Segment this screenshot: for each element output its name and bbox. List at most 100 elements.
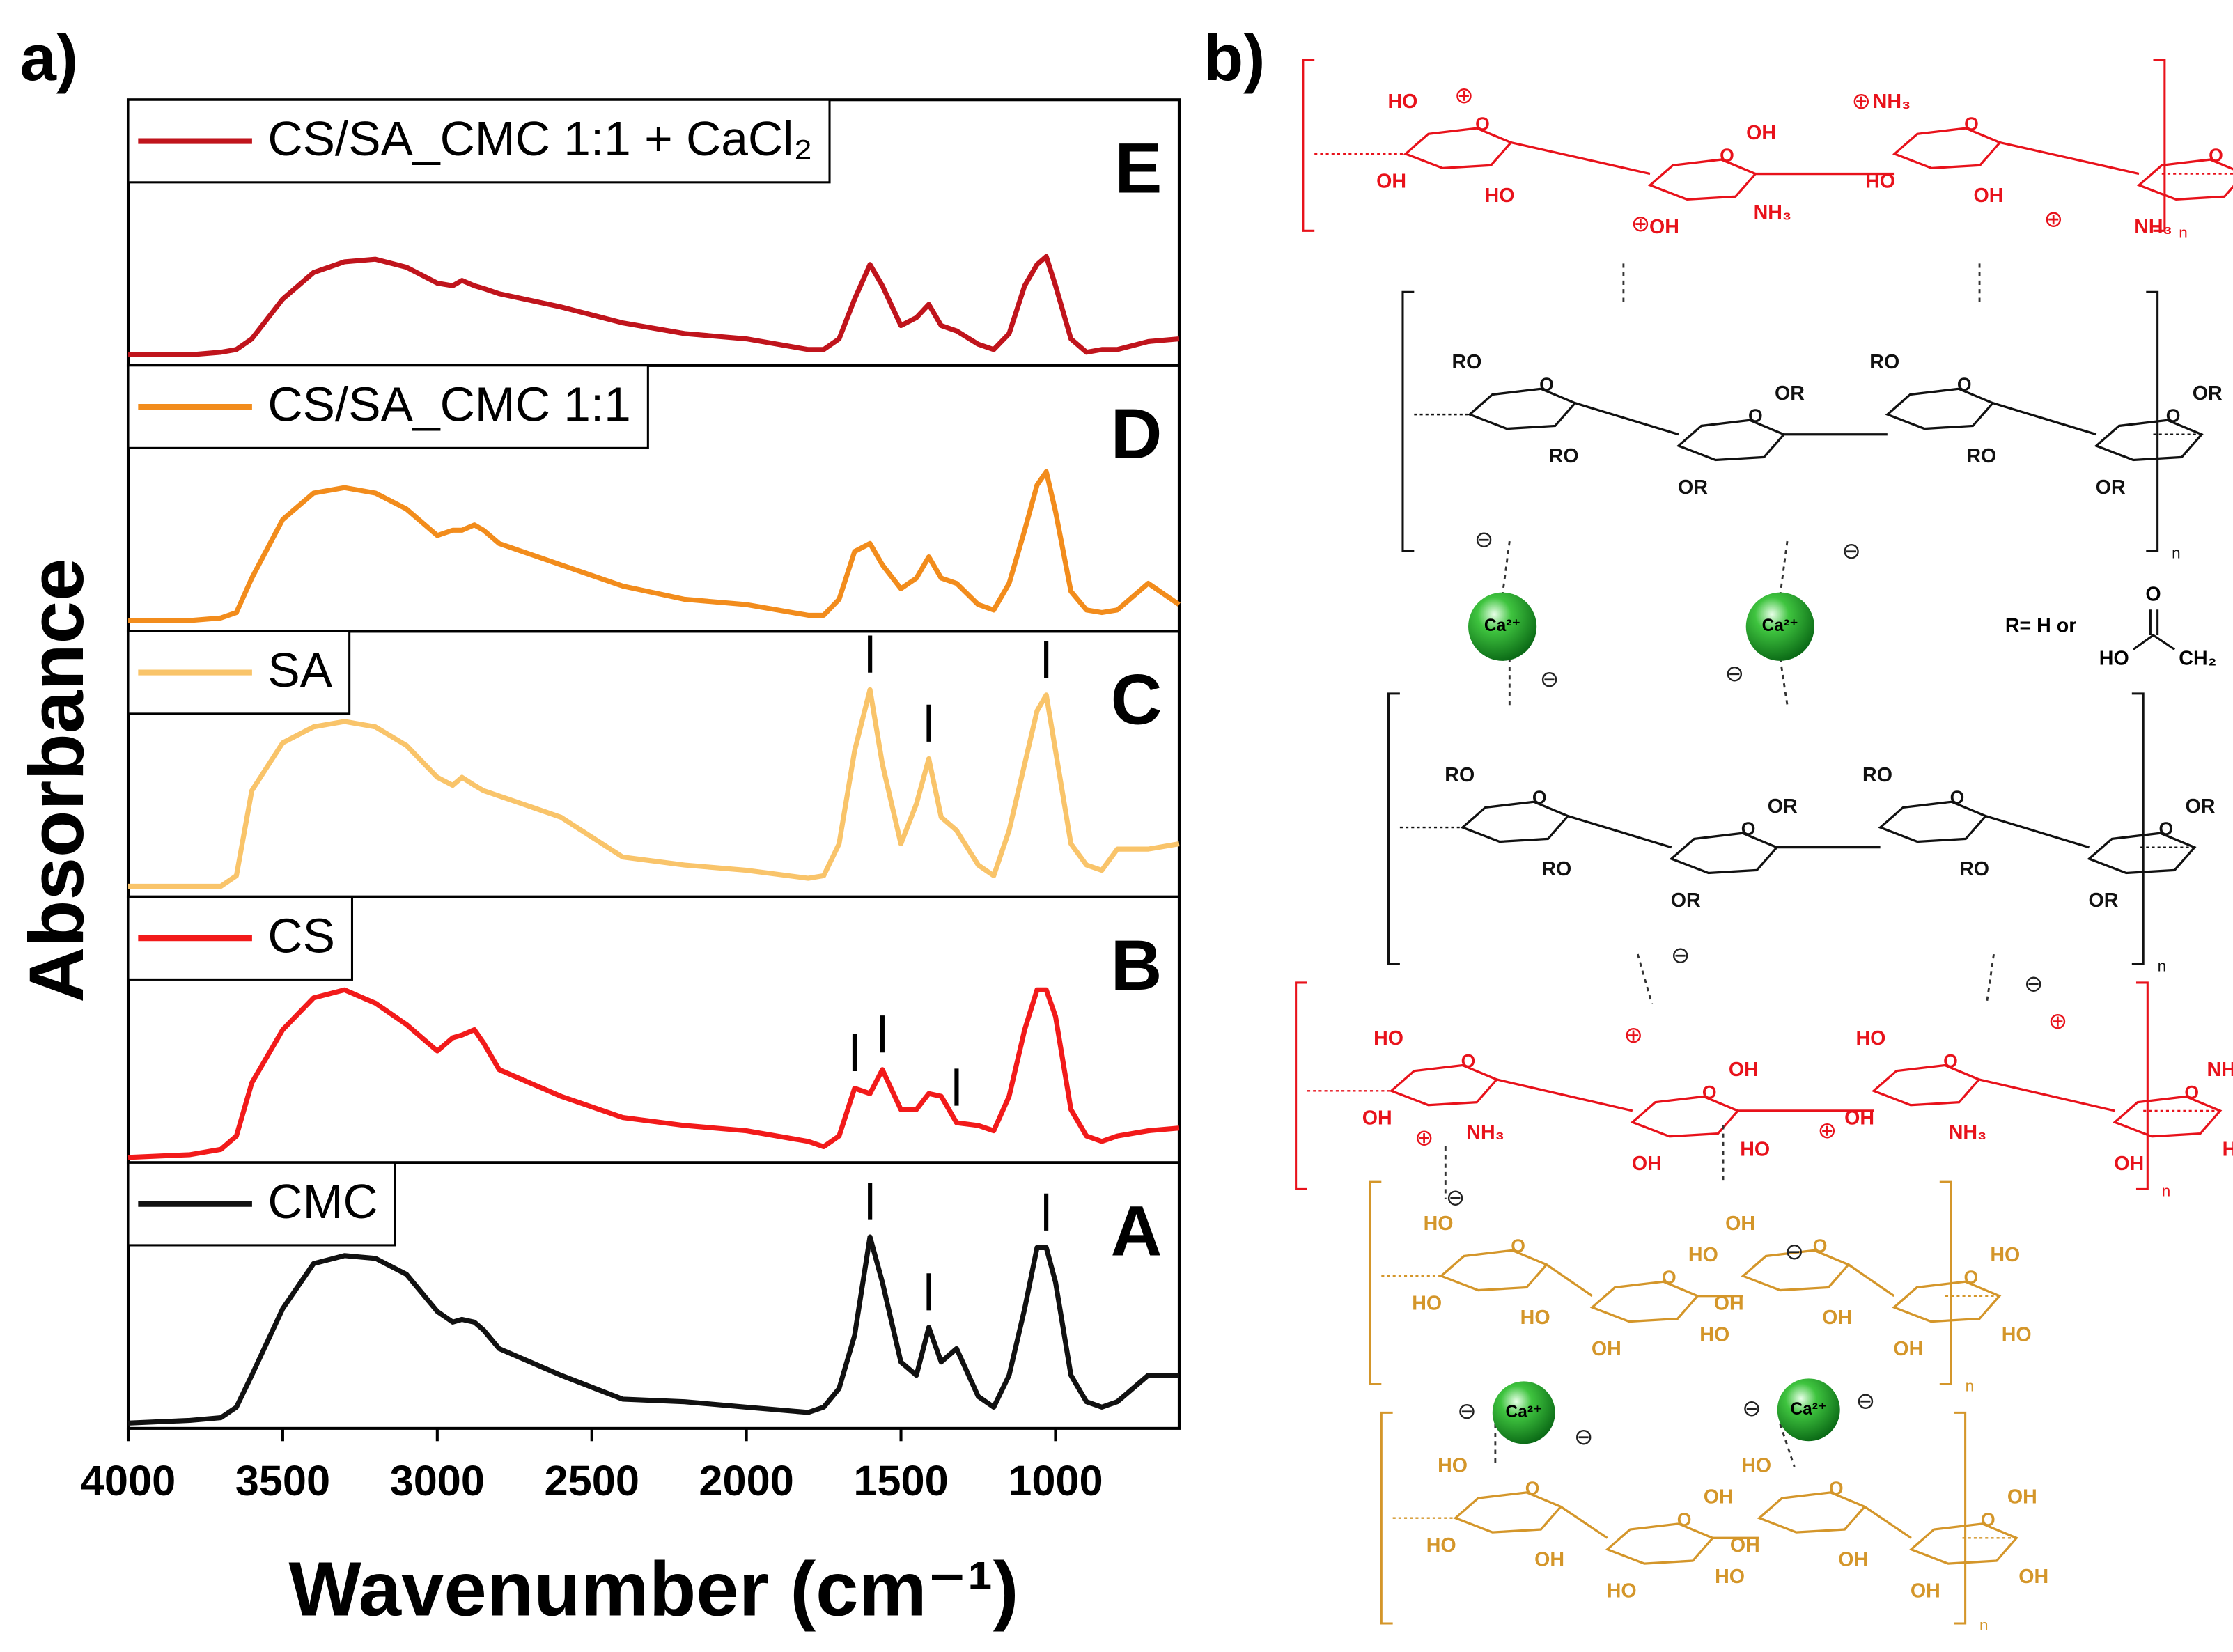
- sugar-ring: [1453, 1491, 1563, 1534]
- ring-atom: O: [1981, 1509, 1995, 1530]
- x-tick-label: 2000: [699, 1456, 793, 1504]
- anion-charge: ⊖: [1446, 1184, 1465, 1210]
- ring-atom: O: [1748, 405, 1763, 426]
- panel-letter: D: [1111, 393, 1162, 474]
- bracket: [2131, 692, 2145, 965]
- group-label: OH: [1704, 1486, 1734, 1509]
- sugar-ring: [1605, 1522, 1715, 1565]
- group-label: OH: [1376, 170, 1406, 192]
- legend-label: CS: [267, 909, 335, 963]
- ionic-link: [1779, 540, 1789, 595]
- x-tick-label: 1000: [1008, 1456, 1103, 1504]
- bracket: [1387, 692, 1400, 965]
- cation-charge: ⊕: [1852, 88, 1871, 114]
- spectrum-line: [127, 1234, 1179, 1426]
- calcium-ion: [1468, 592, 1537, 661]
- ring-atom: O: [2209, 145, 2223, 166]
- bracket: [1401, 290, 1415, 552]
- group-label: HO: [2223, 1139, 2233, 1161]
- group-label: HO: [1990, 1244, 2020, 1266]
- group-label: OH: [1362, 1107, 1392, 1130]
- glycosidic-bond: [1567, 815, 1672, 849]
- group-label: OR: [2096, 476, 2126, 499]
- group-label: OH: [1730, 1534, 1760, 1557]
- group-label: OR: [1671, 889, 1701, 912]
- group-label: RO: [1959, 858, 1989, 880]
- cation-charge: ⊕: [1415, 1124, 1433, 1150]
- sugar-ring: [2087, 832, 2197, 875]
- x-tick-label: 3500: [235, 1456, 330, 1504]
- x-tick-label: 2500: [545, 1456, 639, 1504]
- anion-charge: ⊖: [1475, 527, 1493, 552]
- group-label: OH: [1844, 1107, 1874, 1130]
- anion-charge: ⊖: [1725, 660, 1744, 686]
- ring-atom: O: [1511, 1236, 1525, 1256]
- ring-atom: O: [1964, 114, 1979, 134]
- group-label: HO: [1740, 1139, 1770, 1161]
- ring-atom: O: [1741, 818, 1756, 839]
- calcium-ion: [1777, 1378, 1840, 1442]
- calcium-label: Ca²⁺: [1484, 616, 1520, 635]
- repeat-subscript: n: [1979, 1616, 1989, 1634]
- ring-atom: O: [2159, 818, 2174, 839]
- ring-atom: O: [2166, 405, 2181, 426]
- anion-charge: ⊖: [1842, 538, 1860, 563]
- ionic-link: [1779, 657, 1789, 706]
- sugar-ring: [1676, 419, 1786, 462]
- group-label: NH₃: [1466, 1121, 1504, 1144]
- glycosidic-bond: [2000, 141, 2140, 176]
- group-label: OR: [1775, 382, 1805, 405]
- group-label: RO: [1966, 445, 1996, 467]
- panel-label: a): [20, 21, 79, 94]
- anion-charge: ⊖: [1742, 1395, 1761, 1421]
- ring-atom: O: [1813, 1236, 1828, 1256]
- group-label: OH: [1822, 1307, 1852, 1329]
- group-label: HO: [1426, 1534, 1456, 1557]
- anion-charge: ⊖: [1856, 1388, 1875, 1414]
- anion-charge: ⊖: [2024, 971, 2043, 997]
- ring-atom: O: [1963, 1267, 1978, 1288]
- cation-charge: ⊕: [1631, 210, 1650, 236]
- cation-charge: ⊕: [2048, 1008, 2067, 1034]
- group-label: RO: [1541, 858, 1571, 880]
- anion-charge: ⊖: [1574, 1424, 1593, 1449]
- group-label: RO: [1869, 351, 1899, 373]
- group-label: HO: [1607, 1580, 1637, 1603]
- group-label: RO: [1549, 445, 1579, 467]
- ionic-link: [1501, 540, 1511, 595]
- ring-atom: O: [2184, 1082, 2199, 1102]
- bracket: [1369, 1180, 1382, 1386]
- x-tick-label: 1500: [853, 1456, 948, 1504]
- bracket: [1302, 59, 1315, 232]
- ring-atom: O: [1677, 1509, 1692, 1530]
- anion-charge: ⊖: [1785, 1238, 1804, 1264]
- spectrum-line: [128, 469, 1181, 623]
- group-label: OH: [1911, 1580, 1940, 1603]
- sugar-ring: [2136, 158, 2233, 201]
- sugar-ring: [1892, 127, 2002, 170]
- r-ch2: CH₂: [2179, 647, 2216, 669]
- panel-letter: E: [1114, 128, 1162, 208]
- ring-atom: O: [1461, 1050, 1476, 1071]
- group-label: HO: [1856, 1027, 1886, 1050]
- glycosidic-bond: [1992, 402, 2097, 436]
- glycosidic-bond: [1979, 1078, 2115, 1112]
- group-label: HO: [1741, 1455, 1771, 1477]
- group-label: HO: [1520, 1307, 1550, 1329]
- glycosidic-bond: [1546, 1263, 1593, 1298]
- group-label: OH: [1632, 1153, 1662, 1175]
- glycosidic-bond: [1560, 1505, 1608, 1539]
- group-label: RO: [1445, 764, 1475, 786]
- group-label: NH₃: [1754, 201, 1792, 224]
- sugar-ring: [1389, 1063, 1499, 1107]
- group-label: OH: [1729, 1059, 1759, 1081]
- group-label: OR: [1768, 795, 1798, 818]
- x-tick-label: 3000: [390, 1456, 485, 1504]
- group-label: NH₃: [2207, 1059, 2233, 1081]
- r-definition: R= H or: [2005, 614, 2077, 637]
- group-label: OR: [2186, 795, 2216, 818]
- repeat-subscript: n: [2172, 544, 2181, 561]
- group-label: OR: [2088, 889, 2118, 912]
